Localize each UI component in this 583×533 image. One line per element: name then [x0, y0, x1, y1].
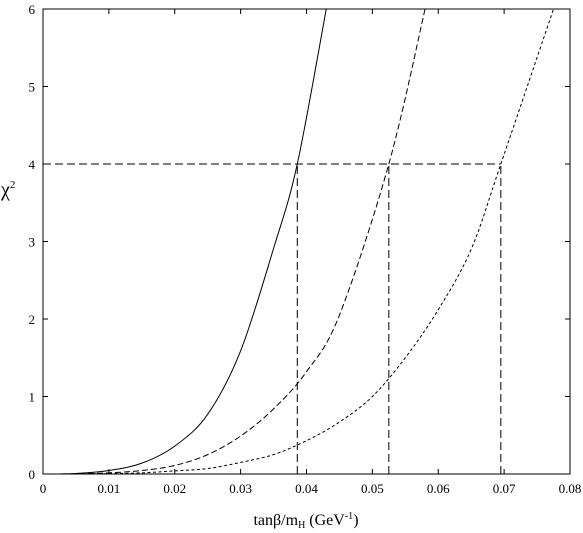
series-dotted-line	[42, 8, 555, 475]
y-tick-label: 4	[29, 157, 36, 172]
y-axis-title: χ2	[0, 179, 15, 201]
x-tick-label: 0.01	[98, 481, 121, 496]
reference-lines	[43, 163, 502, 474]
y-tick-label: 1	[29, 390, 36, 405]
x-tick-label: 0.05	[361, 481, 384, 496]
x-tick-label: 0.08	[559, 481, 582, 496]
y-tick-label: 0	[29, 467, 36, 482]
series-solid-line	[42, 8, 327, 475]
y-tick-label: 5	[29, 80, 36, 95]
series-dashed-line	[42, 8, 426, 475]
y-tick-label: 3	[29, 235, 36, 250]
x-tick-label: 0.04	[295, 481, 318, 496]
x-tick-label: 0	[40, 481, 47, 496]
tick-labels: 0 0.01 0.02 0.03 0.04 0.05 0.06 0.07 0.08 0 1 2 3 4 5 6	[29, 2, 582, 496]
y-tick-label: 2	[29, 312, 36, 327]
x-tick-label: 0.06	[427, 481, 450, 496]
plot-frame	[42, 8, 571, 475]
x-axis-title: tanβ/mH (GeV-1)	[253, 511, 358, 531]
x-tick-label: 0.02	[163, 481, 186, 496]
x-tick-label: 0.03	[229, 481, 252, 496]
series-curves	[42, 8, 555, 475]
x-tick-label: 0.07	[493, 481, 516, 496]
axis-ticks	[42, 8, 571, 475]
y-tick-label: 6	[29, 2, 36, 17]
